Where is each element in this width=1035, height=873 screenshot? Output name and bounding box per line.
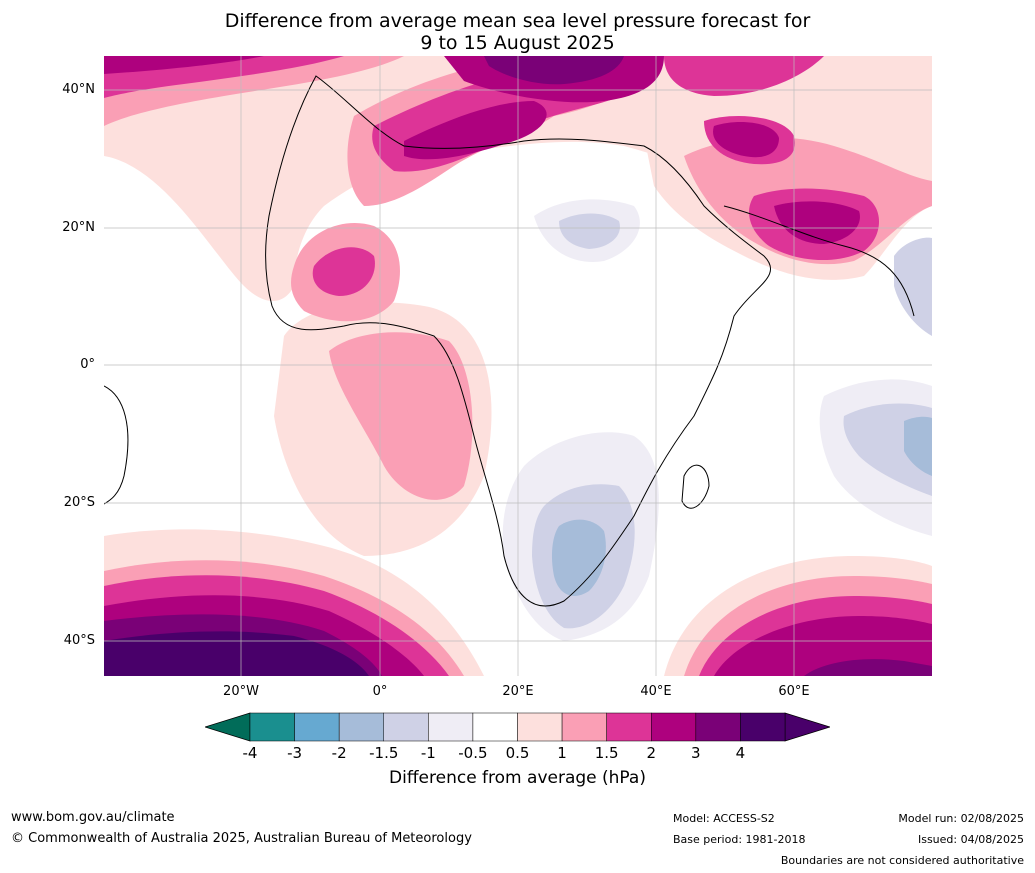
colorbar-cell	[651, 712, 697, 742]
colorbar-cell	[695, 712, 741, 742]
colorbar-cell	[249, 712, 295, 742]
colorbar-cell	[338, 712, 385, 742]
lat-label-20n: 20°N	[62, 220, 95, 235]
colorbar-over-arrow	[784, 712, 832, 742]
colorbar-cell	[383, 712, 429, 742]
north-anomaly-field	[104, 56, 932, 322]
colorbar-tick-label: -2	[331, 744, 347, 762]
lon-label-60e: 60°E	[778, 684, 810, 699]
colorbar	[203, 710, 832, 744]
lat-label-40s: 40°S	[63, 633, 95, 648]
colorbar-cell	[428, 712, 474, 742]
colorbar-cell	[606, 712, 652, 742]
colorbar-cell	[294, 712, 340, 742]
colorbar-tick-label: 3	[691, 744, 701, 762]
title-line-1: Difference from average mean sea level p…	[224, 10, 811, 32]
colorbar-tick-label: 4	[735, 744, 746, 762]
footer-disclaimer: Boundaries are not considered authoritat…	[780, 854, 1024, 867]
map-title: Difference from average mean sea level p…	[0, 10, 1035, 54]
lon-label-40e: 40°E	[640, 684, 672, 699]
colorbar-tick-label: -0.5	[458, 744, 488, 762]
footer-model: Model: ACCESS-S2	[673, 812, 775, 825]
footer-copyright: © Commonwealth of Australia 2025, Austra…	[11, 831, 472, 846]
se-anomaly-field	[664, 556, 932, 676]
negative-anomaly-field	[502, 199, 932, 641]
colorbar-tick-label: 2	[646, 744, 657, 762]
colorbar-label: Difference from average (hPa)	[389, 768, 646, 788]
lon-label-20e: 20°E	[502, 684, 534, 699]
colorbar-cell	[517, 712, 563, 742]
title-line-2: 9 to 15 August 2025	[420, 32, 615, 54]
lat-label-20s: 20°S	[63, 495, 95, 510]
sw-anomaly-field	[104, 529, 484, 676]
atlantic-anomaly-field	[274, 302, 492, 556]
colorbar-tick-label: 1.5	[594, 744, 619, 762]
colorbar-tick-label: -1	[420, 744, 436, 762]
coastlines	[104, 75, 915, 607]
lat-label-0: 0°	[80, 357, 95, 372]
lon-label-20w: 20°W	[223, 684, 259, 699]
pressure-anomaly-map	[104, 56, 932, 676]
colorbar-under-arrow	[203, 712, 251, 742]
graticule	[104, 56, 932, 676]
lon-label-0: 0°	[372, 684, 388, 699]
colorbar-tick-label: -4	[242, 744, 258, 762]
colorbar-cell	[472, 712, 518, 742]
footer-issued: Issued: 04/08/2025	[917, 833, 1024, 846]
footer-website[interactable]: www.bom.gov.au/climate	[11, 810, 175, 825]
colorbar-tick-label: 1	[557, 744, 567, 762]
colorbar-tick-label: -1.5	[369, 744, 399, 762]
colorbar-tick-label: -3	[287, 744, 303, 762]
arabia-anomaly-field	[644, 116, 932, 280]
colorbar-tick-label: 0.5	[505, 744, 530, 762]
colorbar-cell	[740, 712, 786, 742]
footer-model-run: Model run: 02/08/2025	[898, 812, 1024, 825]
lat-label-40n: 40°N	[62, 82, 95, 97]
colorbar-cell	[561, 712, 607, 742]
footer-base-period: Base period: 1981-2018	[673, 833, 806, 846]
